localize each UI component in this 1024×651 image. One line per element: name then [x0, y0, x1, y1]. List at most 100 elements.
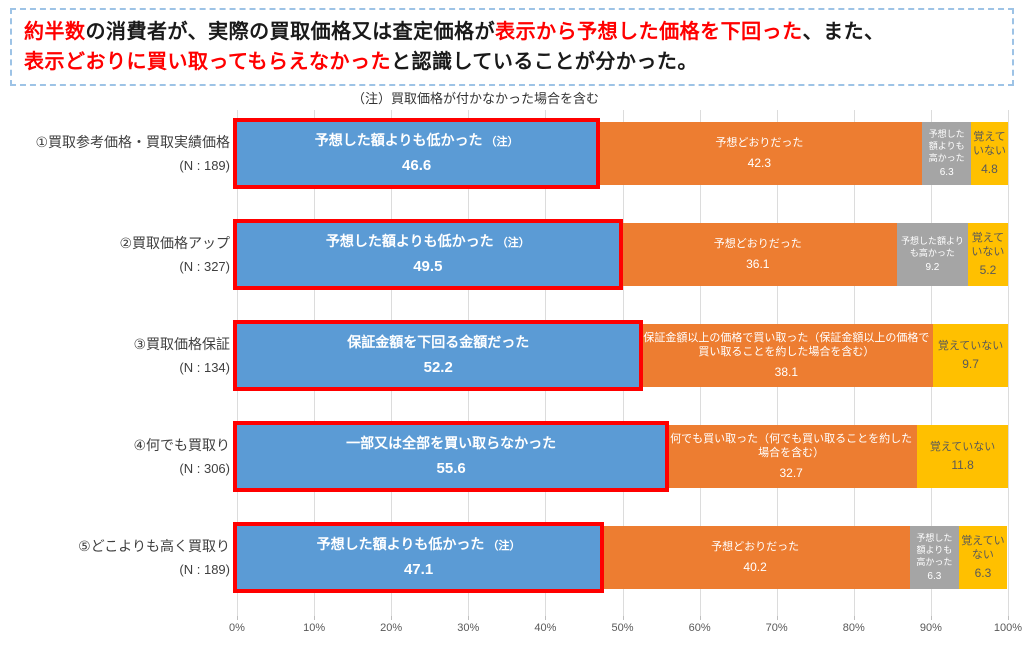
bar-segment-yellow: 覚えていない 6.3 [958, 526, 1008, 589]
summary-text: と認識していることが分かった。 [391, 51, 698, 73]
axis-tick-label: 90% [919, 622, 942, 634]
segment-label: 覚えていない [972, 130, 1006, 158]
segment-label: 保証金額を下回る金額だった [347, 333, 530, 350]
chart-row: ③買取価格保証 (N : 134) 保証金額を下回る金額だった 52.2 保証金額以上の… [0, 320, 1008, 391]
sample-size: (N : 189) [179, 561, 230, 577]
segment-label: 覚えていない [961, 534, 1005, 562]
segment-value: 4.8 [981, 162, 998, 177]
bar-segment-gray: 予想した額よりも高かった 6.3 [910, 526, 959, 589]
segment-label: 一部又は全部を買い取らなかった [346, 434, 557, 451]
axis-tick [468, 616, 470, 620]
axis-tick-label: 20% [380, 622, 403, 634]
axis-tick-label: 0% [229, 622, 245, 634]
chart-row: ④何でも買取り (N : 306) 一部又は全部を買い取らなかった 55.6 何でも買い… [0, 421, 1008, 492]
summary-text: の消費者が、実際の買取価格又は査定価格が [85, 21, 496, 43]
category-label: ⑤どこよりも高く買取り [78, 538, 230, 555]
summary-highlight-text: 表示から予想した価格を下回った [495, 21, 803, 43]
segment-value: 5.2 [979, 263, 997, 278]
axis-tick [1008, 616, 1009, 620]
segment-value: 32.7 [779, 466, 803, 481]
axis-tick [391, 616, 393, 620]
segment-value: 46.6 [402, 156, 432, 174]
summary-callout: 約半数の消費者が、実際の買取価格又は査定価格が表示から予想した価格を下回った、ま… [10, 8, 1014, 86]
chart-row: ①買取参考価格・買取実績価格 (N : 189) 予想した額よりも低かった （注） 4… [0, 118, 1008, 189]
segment-value: 40.2 [743, 559, 767, 574]
summary-highlight-text: 約半数 [24, 21, 86, 43]
gridline [1008, 110, 1009, 616]
segment-value: 6.3 [939, 166, 954, 178]
axis-tick [853, 616, 855, 620]
summary-text: 、また、 [802, 21, 885, 43]
category-label: ④何でも買取り [133, 437, 230, 454]
bar-segment-yellow: 覚えていない 9.7 [933, 324, 1008, 387]
segment-value: 42.3 [747, 155, 772, 170]
sample-size: (N : 327) [179, 258, 230, 274]
bar-segment-yellow: 覚えていない 4.8 [970, 122, 1008, 185]
chart-note: （注）買取価格が付かなかった場合を含む [352, 91, 600, 106]
stacked-bar: 保証金額を下回る金額だった 52.2 保証金額以上の価格で買い取った（保証金額以上の… [232, 320, 1008, 391]
segment-value: 47.1 [403, 560, 434, 578]
segment-label: 予想した額よりも高かった [916, 532, 953, 567]
segment-value: 9.2 [925, 261, 940, 273]
bar-segment-blue: 一部又は全部を買い取らなかった 55.6 [232, 421, 670, 492]
summary-line-1: 約半数の消費者が、実際の買取価格又は査定価格が表示から予想した価格を下回った、ま… [24, 17, 1000, 47]
summary-line-2: 表示どおりに買い取ってもらえなかったと認識していることが分かった。 [24, 47, 1000, 77]
stacked-bar: 予想した額よりも低かった （注） 47.1 予想どおりだった 40.2 予想した額よりも… [232, 522, 1008, 593]
row-label: ②買取価格アップ (N : 327) [0, 223, 237, 286]
segment-note-suffix: （注） [493, 236, 530, 249]
row-label: ⑤どこよりも高く買取り (N : 189) [0, 526, 237, 589]
axis-tick-label: 40% [534, 622, 557, 634]
segment-label: 予想した額よりも高かった [901, 235, 964, 258]
stacked-bar: 予想した額よりも低かった （注） 49.5 予想どおりだった 36.1 予想した額よりも… [233, 219, 1008, 290]
segment-note-suffix: （注） [484, 539, 521, 552]
axis-tick-label: 30% [457, 622, 480, 634]
bar-segment-orange: 保証金額以上の価格で買い取った（保証金額以上の価格で買い取ることを約した場合を含… [639, 324, 934, 387]
x-axis: 0% 10% 20% 30% 40% 50% 60% 70% 80% 90% 100% [229, 622, 1022, 642]
segment-label: 予想した額よりも低かった （注） [316, 535, 521, 552]
bar-segment-orange: 予想どおりだった 42.3 [596, 122, 923, 185]
row-label: ③買取価格保証 (N : 134) [0, 324, 237, 387]
sample-size: (N : 134) [179, 359, 230, 375]
segment-label: 保証金額以上の価格で買い取った（保証金額以上の価格で買い取ることを約した場合を含… [643, 331, 930, 359]
category-label: ①買取参考価格・買取実績価格 [35, 134, 230, 151]
axis-tick-label: 70% [765, 622, 788, 634]
row-label: ①買取参考価格・買取実績価格 (N : 189) [0, 122, 237, 185]
segment-label: 予想どおりだった [713, 237, 802, 250]
segment-value: 52.2 [423, 358, 453, 376]
axis-tick [237, 616, 238, 620]
chart-row: ⑤どこよりも高く買取り (N : 189) 予想した額よりも低かった （注） 47.1… [0, 522, 1008, 593]
axis-tick [930, 616, 932, 620]
segment-label: 予想した額よりも高かった [928, 128, 965, 163]
axis-tick [699, 616, 701, 620]
stacked-bar-chart: ①買取参考価格・買取実績価格 (N : 189) 予想した額よりも低かった （注） 4… [0, 110, 1024, 644]
bar-segment-orange: 予想どおりだった 40.2 [600, 526, 911, 589]
segment-label: 何でも買い取った（何でも買い取ることを約した場合を含む） [670, 432, 913, 460]
axis-tick [314, 616, 316, 620]
bar-segment-gray: 予想した額よりも高かった 6.3 [922, 122, 971, 185]
bar-segment-yellow: 覚えていない 5.2 [967, 223, 1008, 286]
category-label: ③買取価格保証 [133, 336, 230, 353]
chart-rows: ①買取参考価格・買取実績価格 (N : 189) 予想した額よりも低かった （注） 4… [0, 110, 1024, 593]
segment-note-suffix: （注） [482, 135, 519, 148]
segment-label: 予想した額よりも低かった （注） [325, 232, 530, 249]
segment-value: 11.8 [951, 457, 974, 472]
axis-tick-label: 100% [993, 622, 1023, 634]
segment-value: 49.5 [413, 257, 443, 275]
segment-value: 38.1 [774, 365, 798, 380]
segment-label: 覚えていない [971, 231, 1005, 259]
bar-segment-blue: 予想した額よりも低かった （注） 49.5 [233, 219, 623, 290]
segment-value: 36.1 [746, 256, 770, 271]
axis-tick-label: 60% [688, 622, 711, 634]
bar-segment-orange: 予想どおりだった 36.1 [618, 223, 897, 286]
bar-segment-orange: 何でも買い取った（何でも買い取ることを約した場合を含む） 32.7 [665, 425, 918, 488]
bar-segment-gray: 予想した額よりも高かった 9.2 [896, 223, 968, 286]
axis-tick [622, 616, 624, 620]
stacked-bar: 予想した額よりも低かった （注） 46.6 予想どおりだった 42.3 予想した額よりも… [232, 118, 1008, 189]
segment-label: 覚えていない [937, 339, 1004, 352]
segment-value: 55.6 [436, 459, 466, 477]
bar-segment-blue: 予想した額よりも低かった （注） 46.6 [232, 118, 601, 189]
summary-highlight-text: 表示どおりに買い取ってもらえなかった [24, 51, 391, 73]
sample-size: (N : 189) [179, 157, 230, 173]
sample-size: (N : 306) [179, 460, 230, 476]
